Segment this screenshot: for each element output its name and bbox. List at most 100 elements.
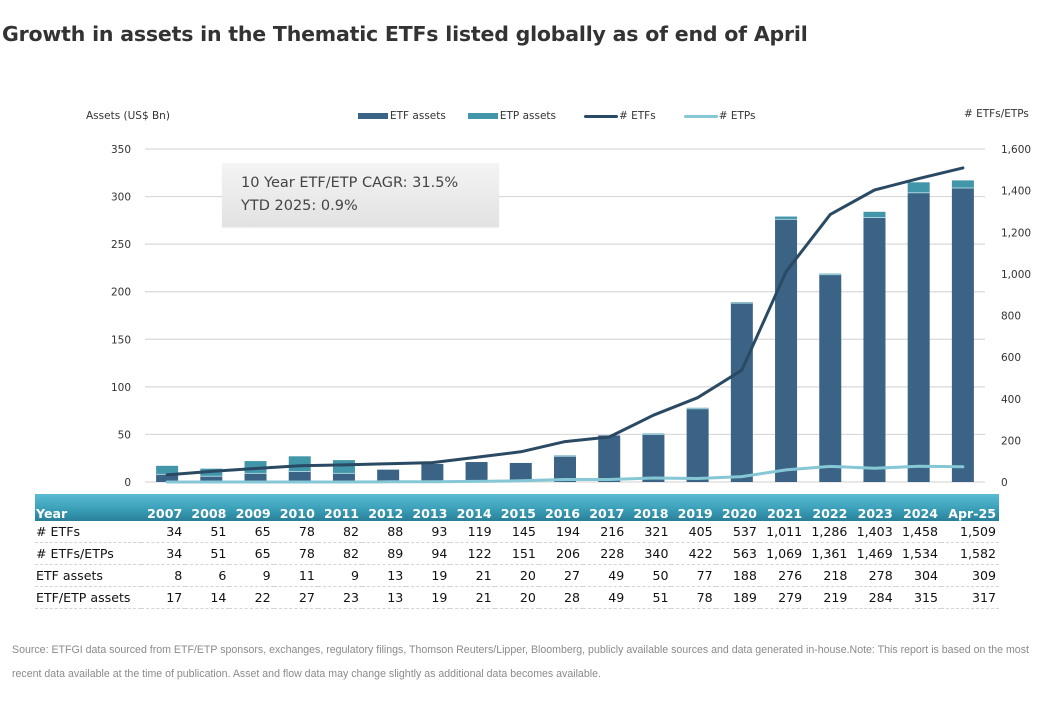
bar-etf-assets xyxy=(200,476,223,482)
table-cell: 93 xyxy=(406,521,451,543)
bar-etf-assets xyxy=(907,192,930,482)
table-cell: 78 xyxy=(273,542,318,565)
bar-etf-assets xyxy=(509,462,532,482)
table-cell: 563 xyxy=(715,542,760,565)
table-cell: 17 xyxy=(141,586,186,609)
legend-label: ETP assets xyxy=(499,110,556,122)
table-row: ETF assets 8 6 9 11 9 13 19 21 20 27 49 50 77 188 276 21… xyxy=(35,564,999,587)
table-cell: 309 xyxy=(941,564,999,587)
right-tick-label: 1,400 xyxy=(1001,186,1031,198)
table-cell: 219 xyxy=(805,586,851,609)
table-cell: 19 xyxy=(406,586,451,609)
table-header-year: 2012 xyxy=(362,494,407,521)
legend-label: # ETFs xyxy=(619,110,656,122)
table-cell: 304 xyxy=(895,564,941,587)
table-cell: 8 xyxy=(141,564,186,587)
row-label: ETF/ETP assets xyxy=(35,586,142,609)
table-cell: 1,458 xyxy=(895,521,941,543)
table-cell: 20 xyxy=(494,586,539,609)
bar-etf-assets xyxy=(775,219,798,483)
table-cell: 82 xyxy=(317,521,363,543)
table-header-row: Year 2007 2008 2009 2010 2011 2012 2013 2014 2015… xyxy=(35,494,999,521)
bar-etf-assets xyxy=(819,274,842,482)
row-label: ETF assets xyxy=(35,564,142,587)
bar-etp-assets xyxy=(951,180,974,189)
table-cell: 88 xyxy=(362,521,407,543)
lines xyxy=(165,166,965,484)
source-note: Source: ETFGI data sourced from ETF/ETP … xyxy=(12,644,1029,680)
left-tick-label: 150 xyxy=(111,334,131,346)
right-tick-label: 600 xyxy=(1001,352,1021,364)
legend-item-etps: # ETPs xyxy=(683,110,756,122)
table-cell: 188 xyxy=(715,564,760,587)
table-cell: 537 xyxy=(715,521,760,543)
table-cell: 1,361 xyxy=(805,542,851,565)
table-row: ETF/ETP assets 17 14 22 27 23 13 19 21 20 28 49 51 78… xyxy=(35,586,999,609)
table-cell: 78 xyxy=(273,521,318,543)
table-cell: 422 xyxy=(671,542,716,565)
table-cell: 145 xyxy=(494,521,539,543)
bar-etf-assets xyxy=(244,473,267,482)
table-cell: 6 xyxy=(185,564,230,587)
table-cell: 51 xyxy=(185,521,230,543)
table-cell: 1,403 xyxy=(850,521,896,543)
table-cell: 82 xyxy=(317,542,363,565)
table-cell: 1,582 xyxy=(941,542,999,565)
table-row: # ETFs 34 51 65 78 82 88 93 119 145 194 216 321 405 53… xyxy=(35,521,999,543)
legend-item-etp-assets: ETP assets xyxy=(467,110,556,122)
table-cell: 89 xyxy=(362,542,407,565)
table-cell: 1,011 xyxy=(759,521,806,543)
table-cell: 276 xyxy=(759,564,806,587)
bar-etp-assets xyxy=(907,182,930,193)
left-tick-label: 100 xyxy=(111,382,131,394)
right-axis-ticks: 0 200 400 600 800 1,000 1,200 1,400 1,600 xyxy=(1001,144,1031,489)
line-etps xyxy=(165,464,965,484)
bar-etf-assets xyxy=(951,188,974,482)
table-cell: 1,069 xyxy=(759,542,806,565)
table-header-year: 2017 xyxy=(583,494,628,521)
legend-swatch-etf-assets xyxy=(358,113,388,119)
table-header-year: 2022 xyxy=(805,494,851,521)
table-cell: 1,469 xyxy=(850,542,896,565)
right-tick-label: 0 xyxy=(1001,477,1008,489)
table-cell: 1,509 xyxy=(941,521,999,543)
table-cell: 20 xyxy=(494,564,539,587)
table-header-label: Year xyxy=(35,494,142,521)
table-cell: 279 xyxy=(759,586,806,609)
ytd-text: YTD 2025: 0.9% xyxy=(241,198,358,214)
table-cell: 315 xyxy=(895,586,941,609)
table-row: # ETFs/ETPs 34 51 65 78 82 89 94 122 151 206 228 340… xyxy=(35,542,999,565)
right-tick-label: 1,200 xyxy=(1001,227,1031,239)
table-header-year: 2015 xyxy=(494,494,539,521)
left-tick-label: 50 xyxy=(118,429,131,441)
chart-title: Growth in assets in the Thematic ETFs li… xyxy=(2,22,808,46)
bar-etf-assets xyxy=(421,463,444,482)
table-header-year: 2007 xyxy=(141,494,186,521)
left-tick-label: 0 xyxy=(124,477,131,489)
table-cell: 14 xyxy=(185,586,230,609)
legend-swatch-etfs xyxy=(584,114,618,118)
table-cell: 49 xyxy=(583,564,628,587)
table-cell: 65 xyxy=(229,542,274,565)
table-cell: 28 xyxy=(538,586,584,609)
table-cell: 122 xyxy=(450,542,495,565)
table-cell: 11 xyxy=(273,564,318,587)
table-header-year: 2021 xyxy=(759,494,806,521)
table-header-year: 2008 xyxy=(185,494,230,521)
bars xyxy=(156,180,974,483)
table-header-year: 2018 xyxy=(627,494,672,521)
table-cell: 27 xyxy=(538,564,584,587)
bar-etf-assets xyxy=(863,217,886,482)
table-header-year: 2020 xyxy=(715,494,760,521)
table-cell: 50 xyxy=(627,564,672,587)
table-cell: 284 xyxy=(850,586,896,609)
table-cell: 49 xyxy=(583,586,628,609)
right-tick-label: 200 xyxy=(1001,435,1021,447)
table-cell: 22 xyxy=(229,586,274,609)
table-header-year: 2011 xyxy=(317,494,363,521)
table-header-year: 2009 xyxy=(229,494,274,521)
table-cell: 94 xyxy=(406,542,451,565)
table-cell: 21 xyxy=(450,564,495,587)
cagr-text: 10 Year ETF/ETP CAGR: 31.5% xyxy=(241,175,459,191)
bar-etp-assets xyxy=(156,465,179,475)
